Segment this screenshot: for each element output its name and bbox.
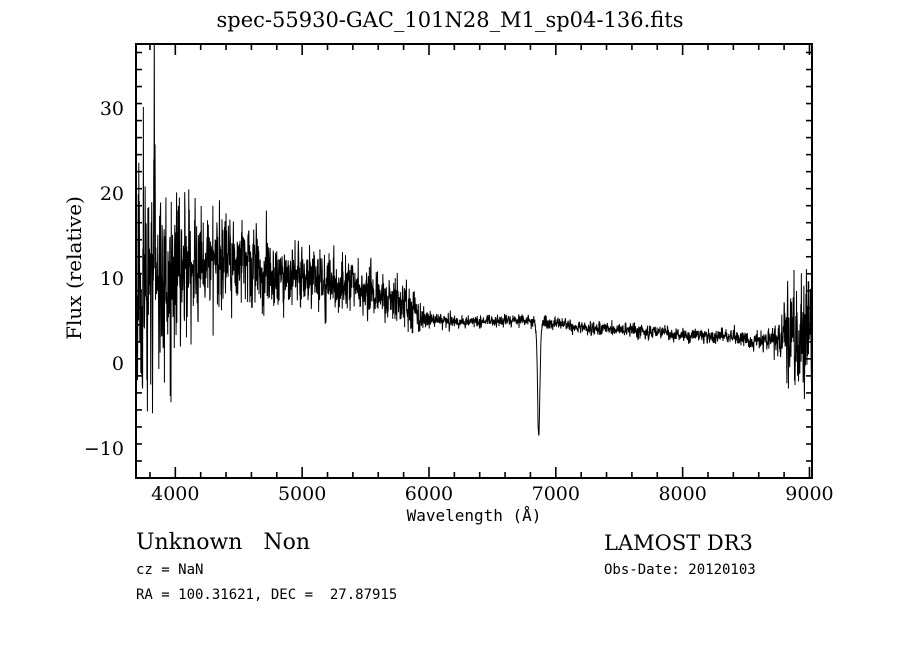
plot-frame	[135, 43, 813, 479]
x-tick-label: 5000	[278, 483, 326, 505]
observation-date: Obs-Date: 20120103	[604, 562, 756, 578]
page-title: spec-55930-GAC_101N28_M1_sp04-136.fits	[216, 8, 684, 32]
survey-release: LAMOST DR3	[604, 531, 753, 555]
y-tick-label: 0	[112, 353, 124, 375]
footer-right-block: LAMOST DR3 Obs-Date: 20120103	[604, 528, 756, 583]
x-tick-label: 7000	[532, 483, 580, 505]
y-tick-label: −10	[84, 438, 124, 460]
y-tick-label: 20	[100, 183, 124, 205]
x-tick-label: 6000	[405, 483, 453, 505]
footer-left-block: Unknown Non cz = NaN RA = 100.31621, DEC…	[136, 528, 397, 608]
cz-value: cz = NaN	[136, 562, 204, 578]
y-axis-title: Flux (relative)	[62, 196, 86, 340]
coordinates-value: RA = 100.31621, DEC = 27.87915	[136, 587, 398, 603]
x-tick-label: 9000	[785, 483, 833, 505]
object-name: Unknown Non	[136, 530, 311, 555]
x-tick-label: 8000	[658, 483, 706, 505]
spectrum-trace	[136, 44, 812, 436]
tick-labels: 4000 5000 6000 7000 8000 9000 −10 0 10 20 30	[84, 98, 834, 505]
footer: Unknown Non cz = NaN RA = 100.31621, DEC…	[0, 528, 900, 649]
x-axis-title: Wavelength (Å)	[406, 506, 542, 525]
x-tick-label: 4000	[151, 483, 199, 505]
y-tick-label: 30	[100, 98, 124, 120]
y-tick-label: 10	[100, 268, 124, 290]
